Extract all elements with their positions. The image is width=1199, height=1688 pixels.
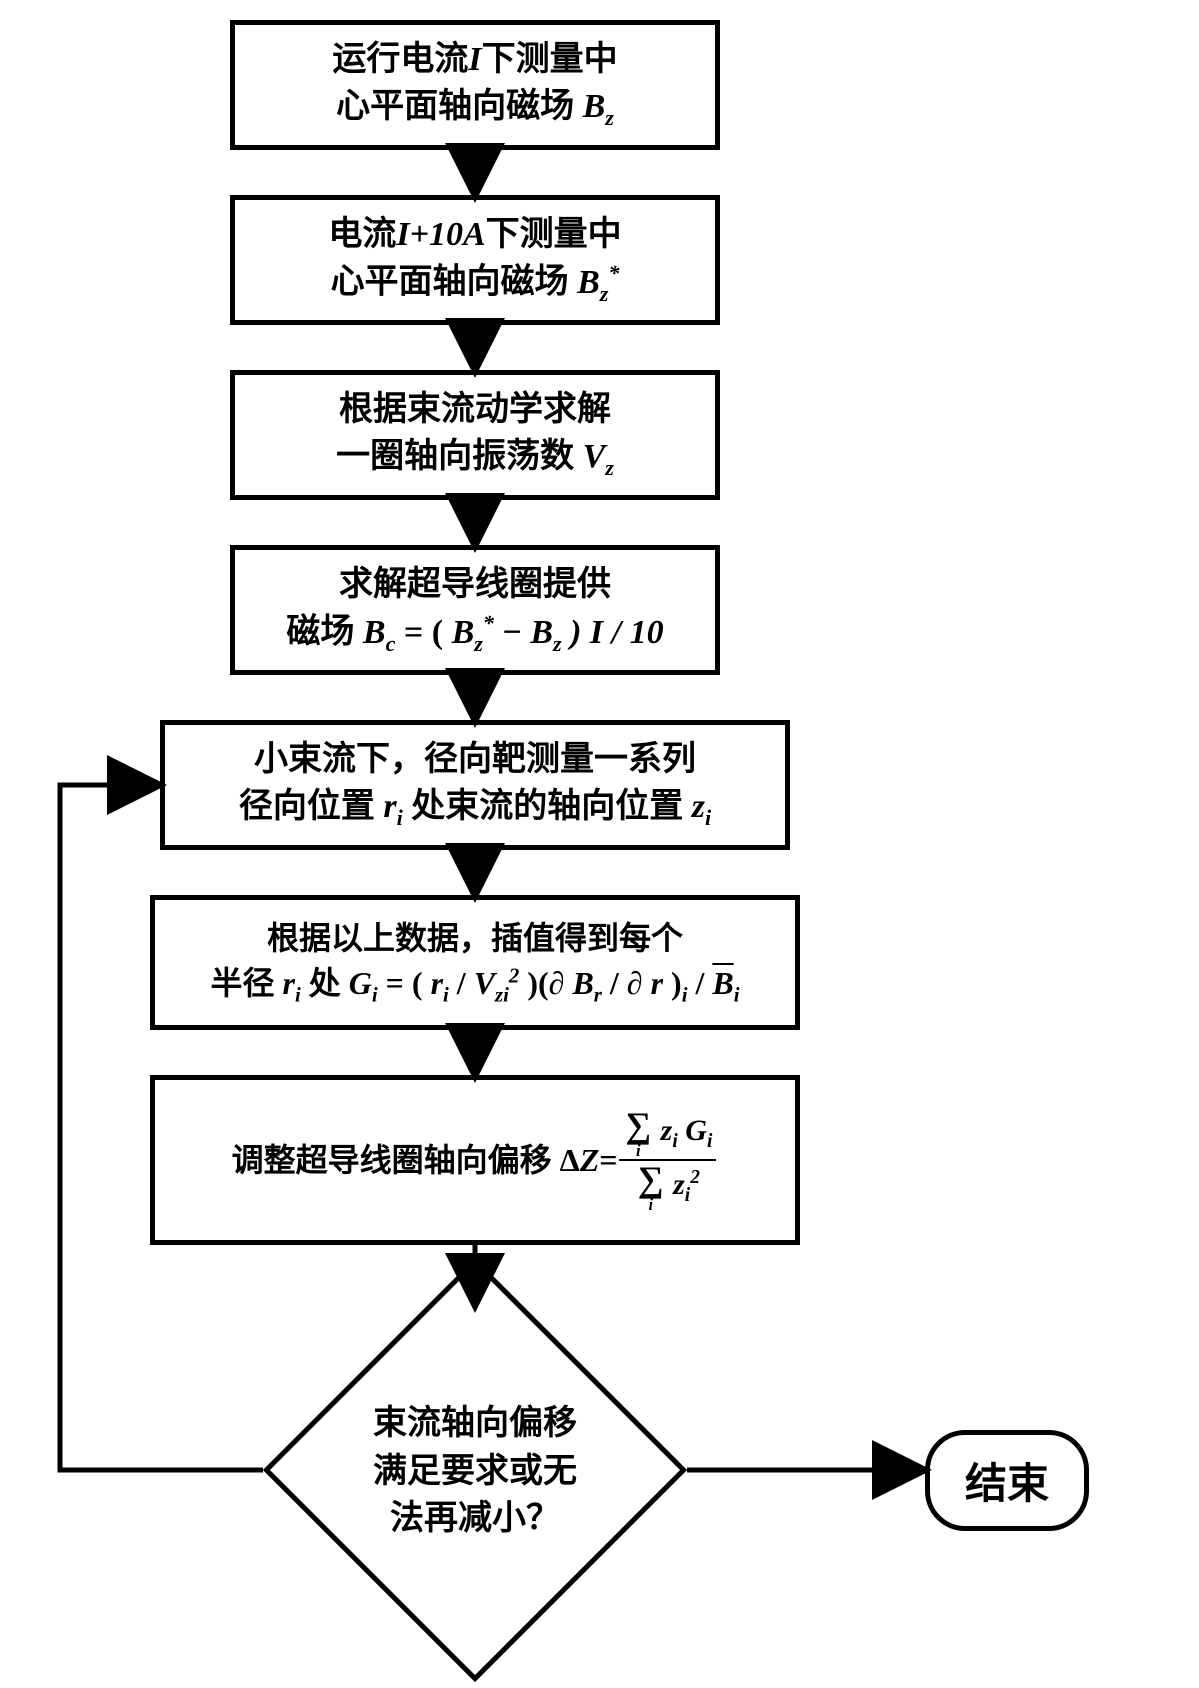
n6-Vsub: zi xyxy=(495,983,509,1006)
n6-sl1: / xyxy=(457,965,474,1001)
n7-denz: z xyxy=(673,1168,685,1201)
n5-ri: i xyxy=(397,805,403,830)
n5-zi: i xyxy=(705,805,711,830)
n7-numzsub: i xyxy=(672,1131,677,1152)
n4-Bz: B xyxy=(530,614,553,651)
n4-Bstar: B xyxy=(452,614,475,651)
n4-end: ) I / 10 xyxy=(570,614,664,651)
step-7-delta-z: 调整超导线圈轴向偏移 Δ Z = ∑i zi Gi ∑i zi2 xyxy=(150,1075,800,1245)
n6-sl2: / xyxy=(695,965,712,1001)
terminal-end: 结束 xyxy=(925,1430,1089,1531)
n4-Bstarsup: * xyxy=(483,610,494,635)
n5-z: z xyxy=(692,788,705,825)
n7-denzsub: i xyxy=(685,1185,690,1206)
n1-I: I xyxy=(468,41,481,78)
step-5-measure-zi: 小束流下，径向靶测量一系列 径向位置 ri 处束流的轴向位置 zi xyxy=(160,720,790,850)
n3-l2a: 一圈轴向振荡数 xyxy=(336,438,574,475)
n3-l1: 根据束流动学求解 xyxy=(339,391,611,428)
n4-Bc: B xyxy=(363,614,386,651)
n4-Bstarsub: z xyxy=(474,630,483,655)
n2-l1c: 下测量中 xyxy=(486,216,622,253)
n6-Gsub: i xyxy=(372,983,378,1006)
n2-I10A: I+10A xyxy=(396,216,485,253)
n6-eq: = ( xyxy=(386,965,423,1001)
n6-ri2: r xyxy=(431,965,443,1001)
n7-numz: z xyxy=(661,1114,673,1147)
step-4-bc-formula: 求解超导线圈提供 磁场 Bc = ( Bz* − Bz ) I / 10 xyxy=(230,545,720,675)
step-1-measure-bz: 运行电流I下测量中 心平面轴向磁场 Bz xyxy=(230,20,720,150)
n5-r: r xyxy=(383,788,396,825)
n2-B: B xyxy=(577,264,600,301)
n7-eq: = xyxy=(599,1138,617,1183)
n4-minus: − xyxy=(502,614,530,651)
n3-Vz: z xyxy=(605,455,614,480)
n7-sum2lim: i xyxy=(648,1197,653,1214)
n4-Bcsub: c xyxy=(386,630,396,655)
n1-Bz: z xyxy=(605,105,614,130)
n6-ri2sub: i xyxy=(443,983,449,1006)
terminal-label: 结束 xyxy=(965,1450,1049,1511)
n6-Br: B xyxy=(572,965,593,1001)
n7-sum1lim: i xyxy=(636,1143,641,1160)
n6-Bbar: B xyxy=(712,965,733,1001)
n7-numGsub: i xyxy=(707,1131,712,1152)
n3-V: V xyxy=(583,438,606,475)
n6-r: r xyxy=(283,965,295,1001)
step-3-solve-vz: 根据束流动学求解 一圈轴向振荡数 Vz xyxy=(230,370,720,500)
n7-Z: Z xyxy=(580,1142,600,1178)
n2-l1a: 电流 xyxy=(328,216,396,253)
n6-Brsub: r xyxy=(594,983,602,1006)
n6-closesub: i xyxy=(682,983,688,1006)
step-2-measure-bzstar: 电流I+10A下测量中 心平面轴向磁场 Bz* xyxy=(230,195,720,325)
n6-mid: )(∂ xyxy=(527,965,564,1001)
n7-l1a: 调整超导线圈轴向偏移 Δ xyxy=(232,1138,580,1183)
n4-Bzsub: z xyxy=(553,630,562,655)
n6-V: V xyxy=(474,965,495,1001)
n5-l2a: 径向位置 xyxy=(239,788,375,825)
n4-l1: 求解超导线圈提供 xyxy=(339,566,611,603)
n6-Vsup: 2 xyxy=(509,964,519,987)
n6-G: G xyxy=(349,965,372,1001)
n6-mid2: / ∂ xyxy=(610,965,643,1001)
n6-close: ) xyxy=(671,965,682,1001)
n6-l1: 根据以上数据，插值得到每个 xyxy=(267,920,683,956)
n7-denzsup: 2 xyxy=(690,1167,700,1188)
n5-l1: 小束流下，径向靶测量一系列 xyxy=(254,741,696,778)
n1-l2: 心平面轴向磁场 xyxy=(336,88,574,125)
n1-l1a: 运行电流 xyxy=(332,41,468,78)
n6-l2b: 处 xyxy=(309,965,349,1001)
n6-rr: r xyxy=(651,965,663,1001)
n2-Bsup: * xyxy=(608,260,619,285)
n7-numG: G xyxy=(685,1114,707,1147)
n4-l2a: 磁场 xyxy=(286,614,363,651)
n6-rsub: i xyxy=(295,983,301,1006)
decision-converged xyxy=(263,1258,687,1682)
n1-B: B xyxy=(583,88,606,125)
n1-l1b: 下测量中 xyxy=(482,41,618,78)
step-6-interpolate-gi: 根据以上数据，插值得到每个 半径 ri 处 Gi = ( ri / Vzi2 )… xyxy=(150,895,800,1030)
n6-Bbarsub: i xyxy=(734,983,740,1006)
n5-l2mid: 处束流的轴向位置 xyxy=(411,788,683,825)
n4-eq: = ( xyxy=(404,614,443,651)
n6-l2a: 半径 xyxy=(211,965,275,1001)
n2-l2a: 心平面轴向磁场 xyxy=(331,264,569,301)
